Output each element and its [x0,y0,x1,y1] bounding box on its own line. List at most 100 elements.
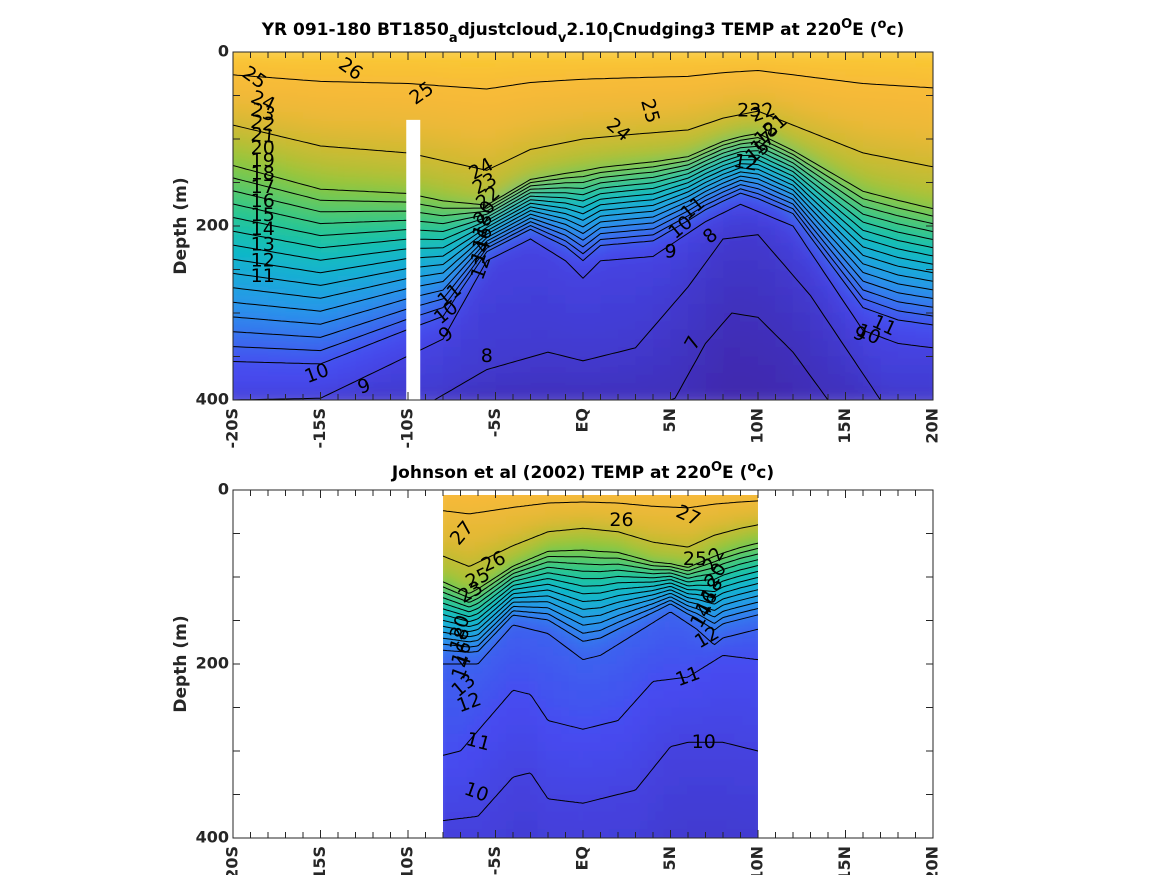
field-cell [718,620,728,631]
field-cell [653,217,672,227]
field-cell [624,594,633,605]
field-cell [898,104,917,114]
field-cell [670,60,689,71]
field-cell [723,95,742,106]
field-cell [600,269,619,280]
field-cell [583,382,602,393]
field-cell [653,347,672,358]
contour-line [443,741,758,822]
field-cell [548,226,567,236]
field-cell [898,86,917,97]
field-cell [548,295,567,306]
field-cell [506,577,515,587]
field-cell [490,542,500,552]
field-cell [810,78,829,88]
field-cell [466,524,476,535]
field-cell [565,52,584,62]
field-cell [705,130,724,140]
field-cell [233,252,252,262]
field-cell [845,147,864,158]
field-cell [250,347,269,358]
field-cell [390,226,409,236]
field-cell [553,568,563,578]
field-cell [553,751,563,761]
field-cell [723,52,742,62]
field-cell [268,139,287,149]
field-cell [576,672,586,683]
field-cell [522,838,531,848]
field-cell [670,121,689,132]
field-cell [530,165,549,175]
field-cell [506,629,515,639]
field-cell [647,733,657,744]
field-cell [303,339,322,349]
field-cell [915,112,933,123]
field-cell [553,672,563,683]
field-cell [460,347,479,358]
field-cell [521,585,531,596]
field-cell [687,498,696,509]
field-cell [688,69,707,80]
field-cell [695,690,704,700]
field-cell [478,321,497,332]
field-cell [460,52,479,62]
field-cell [466,742,476,752]
field-cell [338,278,357,288]
field-cell [723,234,742,245]
field-cell [495,78,514,88]
field-cell [710,803,720,813]
field-cell [624,716,633,726]
field-cell [583,217,602,227]
field-cell [460,86,479,97]
field-cell [268,78,287,88]
field-cell [529,498,539,509]
field-cell [530,86,549,97]
field-cell [250,69,269,80]
field-cell [616,785,626,796]
field-cell [490,716,500,726]
field-cell [880,52,899,62]
field-cell [250,191,269,201]
field-cell [734,820,744,831]
field-cell [233,95,234,106]
field-cell [529,724,539,735]
field-cell [576,577,586,587]
field-cell [671,733,681,744]
field-cell [513,820,523,831]
field-cell [548,104,567,114]
field-cell [863,252,882,262]
field-cell [320,104,339,114]
field-cell [537,742,547,752]
field-cell [529,577,539,587]
field-cell [495,278,514,288]
field-cell [561,698,570,709]
field-cell [653,208,672,219]
field-cell [569,585,578,596]
field-cell [810,234,829,245]
field-cell [655,794,665,805]
field-cell [373,182,392,193]
field-cell [513,524,523,535]
field-cell [726,611,736,622]
field-cell [710,698,720,709]
field-cell [639,637,649,648]
field-cell [750,516,758,526]
field-cell [443,400,462,410]
field-cell [793,260,812,271]
field-cell [545,681,555,692]
field-cell [742,768,752,779]
field-cell [881,400,900,410]
field-cell [513,785,523,796]
field-cell [734,751,744,761]
field-cell [775,365,794,375]
field-cell [687,838,696,848]
field-cell [521,655,531,665]
field-cell [845,339,864,349]
field-cell [513,681,523,692]
field-cell [718,559,728,570]
field-cell [647,707,657,718]
field-cell [915,165,933,175]
field-cell [458,495,468,500]
field-cell [498,542,507,552]
field-cell [688,391,707,400]
